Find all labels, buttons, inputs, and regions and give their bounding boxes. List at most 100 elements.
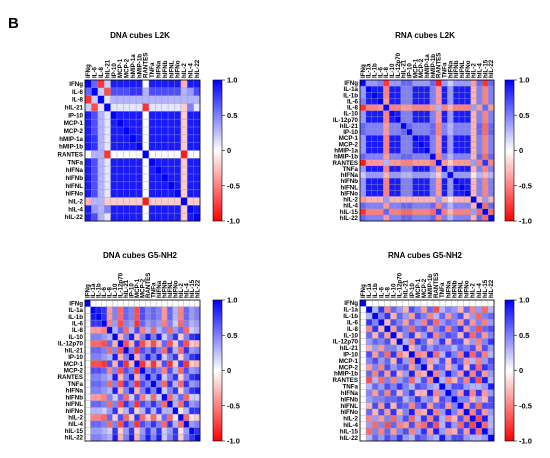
heatmap-frame (84, 79, 201, 222)
heatmap-cell (155, 181, 162, 190)
heatmap-cell (424, 165, 431, 173)
heatmap-cell (470, 92, 477, 99)
heatmap-cell (129, 142, 137, 151)
heatmap-cell (123, 111, 131, 120)
heatmap-cell (435, 184, 442, 191)
row-label: IP-10 (343, 129, 358, 136)
heatmap-cell (406, 153, 413, 160)
heatmap-cell (172, 353, 179, 361)
heatmap-cell (482, 80, 489, 87)
heatmap-cell (167, 353, 173, 361)
heatmap-cell (101, 340, 108, 348)
heatmap-cell (180, 87, 188, 96)
heatmap-cell (418, 80, 425, 87)
heatmap-cell (371, 141, 378, 148)
row-label: hIL-15 (340, 209, 359, 216)
heatmap-cell (414, 357, 422, 365)
heatmap-cell (396, 332, 403, 339)
heatmap-cell (435, 98, 442, 105)
heatmap-cell (145, 434, 152, 442)
row-label: IL-8 (347, 105, 359, 112)
colorbar-tick-label: 1.0 (519, 296, 529, 305)
heatmap-cell (394, 86, 402, 93)
heatmap-cell (189, 347, 195, 355)
heatmap-cell (156, 434, 162, 442)
row-label: hIFNb (340, 178, 358, 185)
heatmap-cell (117, 434, 124, 442)
heatmap-cell (412, 104, 419, 111)
heatmap-cell (155, 134, 162, 143)
heatmap-panel-4: RNA cubes G5-NH2IFNgIL-1aIL-1bIL-6IL-8IL… (333, 251, 532, 446)
heatmap-cell (110, 111, 118, 120)
heatmap-cell (128, 373, 135, 381)
column-label: hIL-4 (183, 283, 190, 298)
heatmap-cell (360, 202, 367, 210)
heatmap-cell (360, 122, 367, 130)
heatmap-cell (470, 98, 477, 105)
heatmap-cell (406, 147, 413, 154)
heatmap-cell (110, 87, 118, 96)
heatmap-cell (128, 347, 135, 355)
heatmap-cell (365, 80, 372, 87)
heatmap-cell (360, 428, 367, 435)
column-label: hIFNa (445, 280, 452, 298)
heatmap-cell (406, 122, 413, 130)
heatmap-cell (148, 181, 156, 190)
heatmap-cell (487, 376, 495, 384)
heatmap-cell (142, 158, 150, 167)
heatmap-cell (128, 414, 135, 422)
heatmap-cell (150, 353, 157, 361)
heatmap-cell (378, 306, 385, 314)
heatmap-cell (429, 116, 437, 124)
heatmap-cell (129, 213, 137, 222)
heatmap-cell (110, 181, 118, 190)
row-label: hIFNo (65, 191, 83, 198)
heatmap-cell (167, 400, 173, 408)
heatmap-cell (396, 344, 403, 352)
colorbar-tick-label: -0.5 (227, 181, 240, 190)
heatmap-cell (433, 338, 440, 346)
heatmap-cell (183, 420, 190, 428)
heatmap-cell (134, 347, 141, 355)
heatmap-cell (360, 421, 367, 429)
row-label: IL-6 (347, 319, 359, 326)
heatmap-cell (400, 147, 407, 154)
column-label: hMIP-1a (424, 54, 431, 78)
row-label: IL-10 (69, 334, 84, 341)
heatmap-cell (402, 421, 410, 429)
heatmap-cell (400, 98, 407, 105)
heatmap-cell (91, 189, 99, 198)
heatmap-cell (378, 396, 385, 403)
row-label: hIL-2 (68, 198, 83, 205)
heatmap-cell (172, 400, 179, 408)
heatmap-cell (360, 338, 367, 346)
heatmap-cell (433, 300, 440, 307)
heatmap-cell (136, 205, 143, 214)
heatmap-cell (469, 434, 477, 442)
heatmap-cell (433, 396, 440, 403)
heatmap-cell (90, 427, 97, 435)
heatmap-cell (193, 111, 201, 120)
heatmap-cell (168, 174, 175, 183)
heatmap-cell (453, 104, 460, 111)
heatmap-cell (412, 159, 419, 167)
row-label: hIFNo (340, 409, 358, 416)
heatmap-cell (482, 165, 489, 173)
heatmap-cell (475, 428, 483, 435)
heatmap-cell (476, 116, 483, 124)
heatmap-cell (194, 407, 201, 415)
heatmap-cell (447, 190, 454, 197)
heatmap-cell (85, 134, 92, 143)
column-label: hIFNL (167, 280, 174, 298)
colorbar-tick-label: 1.0 (519, 76, 529, 85)
heatmap-cell (156, 414, 162, 422)
heatmap-cell (366, 389, 373, 397)
heatmap-cell (178, 300, 184, 308)
heatmap-cell (161, 111, 169, 120)
heatmap-cell (360, 147, 367, 154)
heatmap-cell (142, 95, 150, 104)
heatmap-cell (97, 150, 105, 159)
heatmap-cell (390, 428, 397, 435)
heatmap-cell (378, 383, 385, 391)
heatmap-cell (433, 332, 440, 339)
